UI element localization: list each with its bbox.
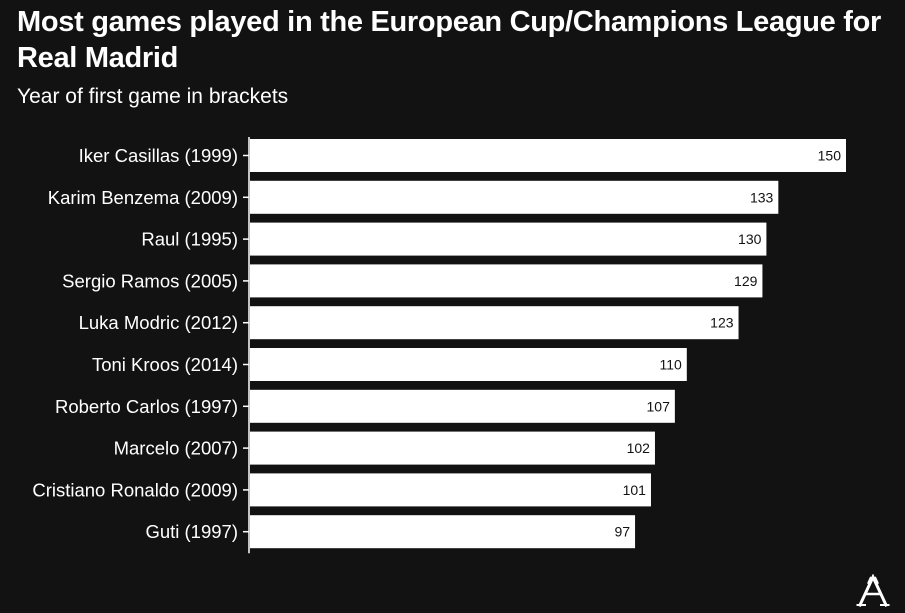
data-label: 110 — [659, 357, 682, 373]
data-label: 102 — [627, 440, 651, 456]
category-label: Iker Casillas (1999) — [79, 145, 238, 166]
chart-title: Most games played in the European Cup/Ch… — [17, 6, 881, 74]
bar — [250, 389, 675, 423]
bar — [250, 264, 763, 298]
bar — [250, 473, 651, 507]
bar — [250, 180, 779, 214]
the-athletic-logo-icon — [856, 574, 890, 607]
category-label: Toni Kroos (2014) — [92, 354, 238, 375]
category-label: Sergio Ramos (2005) — [62, 270, 238, 291]
chart-subtitle: Year of first game in brackets — [17, 85, 289, 108]
data-label: 130 — [738, 231, 762, 247]
data-label: 123 — [710, 315, 734, 331]
data-label: 150 — [818, 148, 842, 164]
data-label: 107 — [647, 398, 671, 414]
bar — [250, 515, 636, 549]
category-label: Raul (1995) — [141, 229, 238, 250]
category-label: Guti (1997) — [145, 521, 238, 542]
category-label: Karim Benzema (2009) — [48, 187, 238, 208]
bar — [250, 222, 767, 256]
bar — [250, 348, 687, 381]
bar — [250, 139, 846, 172]
data-label: 97 — [614, 524, 630, 540]
category-label: Luka Modric (2012) — [79, 312, 238, 333]
data-label: 133 — [750, 189, 774, 205]
category-label: Roberto Carlos (1997) — [55, 396, 238, 417]
data-label: 129 — [734, 273, 758, 289]
bar — [250, 306, 739, 340]
bar — [250, 431, 655, 465]
category-label: Cristiano Ronaldo (2009) — [32, 479, 238, 500]
category-label: Marcelo (2007) — [114, 438, 238, 459]
data-label: 101 — [623, 482, 647, 498]
